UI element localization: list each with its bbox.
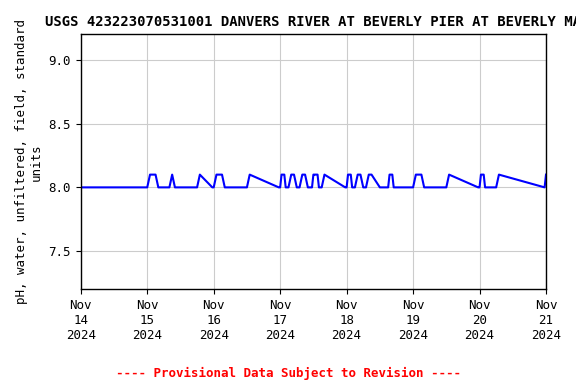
Title: USGS 423223070531001 DANVERS RIVER AT BEVERLY PIER AT BEVERLY MA: USGS 423223070531001 DANVERS RIVER AT BE… (46, 15, 576, 29)
Text: ---- Provisional Data Subject to Revision ----: ---- Provisional Data Subject to Revisio… (116, 367, 460, 380)
Y-axis label: pH, water, unfiltered, field, standard
units: pH, water, unfiltered, field, standard u… (15, 19, 43, 305)
